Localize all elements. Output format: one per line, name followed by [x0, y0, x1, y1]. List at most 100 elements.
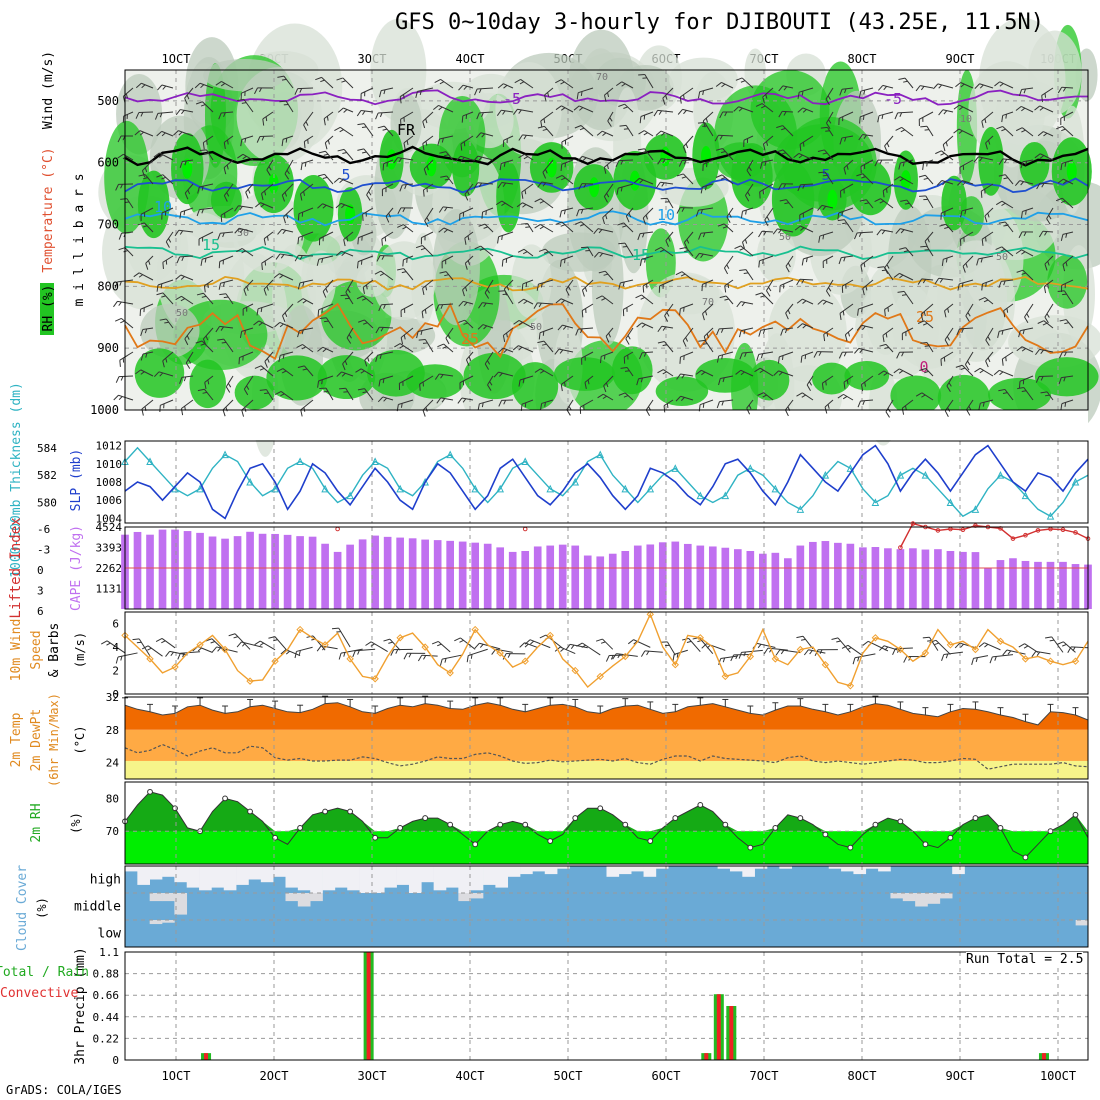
surface-wind-barb [352, 648, 376, 658]
rh-contour-label: 50 [779, 232, 791, 243]
wind-barb [184, 327, 194, 346]
thickness-marker [146, 457, 154, 465]
rh2m-marker [797, 815, 804, 821]
wind-barb [581, 303, 594, 318]
wind-barb [324, 135, 334, 150]
wind-speed-marker [646, 610, 654, 619]
wind-barb [319, 387, 334, 401]
rh2m-marker [272, 834, 278, 841]
wind-barb [797, 87, 814, 99]
wind-barb [424, 207, 434, 227]
cape-bar [158, 529, 167, 609]
wind-barb [654, 246, 674, 257]
wind-barb [754, 367, 774, 377]
wind-barb [1055, 197, 1074, 209]
wind-barb [462, 279, 474, 297]
wind-barb [959, 231, 974, 246]
cape-bar [608, 553, 617, 609]
cloud-gap [125, 866, 138, 872]
wind-barb [697, 122, 714, 137]
wind-barb [817, 204, 834, 211]
wind-barb [920, 303, 934, 321]
wind-barb [939, 223, 954, 233]
cloud-gap [865, 866, 879, 869]
wind-barb [695, 207, 714, 217]
wind-barb [261, 255, 274, 270]
cloud-gap [137, 866, 150, 885]
wind-barb [356, 255, 374, 269]
wind-barb [202, 135, 214, 150]
wind-barb [156, 279, 174, 292]
wind-barb [234, 205, 254, 212]
rh-shade [372, 241, 436, 320]
wind-barb [615, 159, 634, 168]
surface-wind-barb [989, 654, 1014, 664]
wind-barb [1060, 111, 1074, 125]
wind-barb [662, 87, 674, 105]
wind-barb [162, 351, 174, 368]
wind-barb [394, 343, 414, 353]
wind-barb [956, 327, 974, 336]
wind-barb [984, 207, 994, 223]
wind-barb [806, 375, 814, 391]
wind-barb [422, 279, 434, 296]
wind-barb [793, 152, 814, 161]
wind-speed-marker [596, 672, 604, 681]
surface-wind-barb [612, 653, 638, 660]
lifted-index-marker [522, 526, 528, 532]
cloud-row-label: high [90, 873, 121, 888]
cape-tick-label: 1131 [96, 583, 123, 596]
wind-barb [455, 155, 474, 162]
wind-speed-marker [971, 645, 980, 654]
wind-barb [337, 148, 354, 161]
cloud-gap [199, 866, 212, 891]
wind-barb [263, 231, 274, 246]
rh-moist-core [511, 362, 559, 411]
wind-barb [974, 83, 994, 89]
surface-wind-barb [141, 645, 163, 657]
wind-barb [236, 248, 254, 257]
cape-bar [371, 535, 379, 609]
wind-barb [603, 159, 614, 174]
cloud-gap [396, 866, 410, 885]
wind-barb [135, 111, 154, 119]
wind-barb [998, 158, 1014, 165]
wind-barb [576, 87, 594, 100]
wind-barb [356, 295, 374, 305]
lifted-index-marker [935, 528, 941, 533]
wind-speed-marker [796, 645, 805, 654]
wind-barb [273, 273, 294, 281]
lifted-index-marker [960, 527, 966, 533]
wind-barb [794, 225, 814, 233]
cape-bar [208, 536, 217, 609]
cloud-gap [729, 866, 743, 872]
wind-barb [355, 368, 374, 377]
wind-barb [981, 231, 994, 246]
wind-barb [603, 375, 614, 393]
rh2m-marker [722, 821, 729, 828]
wind-barb [423, 159, 434, 176]
wind-barb [615, 81, 634, 89]
wind-barb [540, 399, 554, 411]
precip-run-total: Run Total = 2.5 [966, 952, 1084, 967]
wind-barb [1034, 105, 1054, 113]
temp-tick-label: 24 [106, 757, 120, 770]
wind-barb [342, 351, 354, 371]
wind-barb [433, 104, 454, 113]
wind-barb [837, 393, 854, 401]
wind-barb [300, 159, 314, 171]
wind-barb [980, 183, 994, 198]
wind-barb [860, 255, 874, 272]
rh-contour-label: 50 [176, 308, 188, 319]
wind-barb [917, 278, 934, 285]
wind-barb [785, 303, 794, 320]
wind-barb [336, 250, 354, 257]
thickness-marker [821, 471, 830, 479]
wind-barb [534, 198, 554, 209]
wind-barb [299, 183, 314, 201]
rh-shade [767, 282, 847, 383]
thickness-tick-label: 580 [37, 497, 57, 510]
wind-barb [322, 279, 334, 298]
wind-barb [822, 255, 834, 269]
wind-barb [540, 111, 554, 128]
